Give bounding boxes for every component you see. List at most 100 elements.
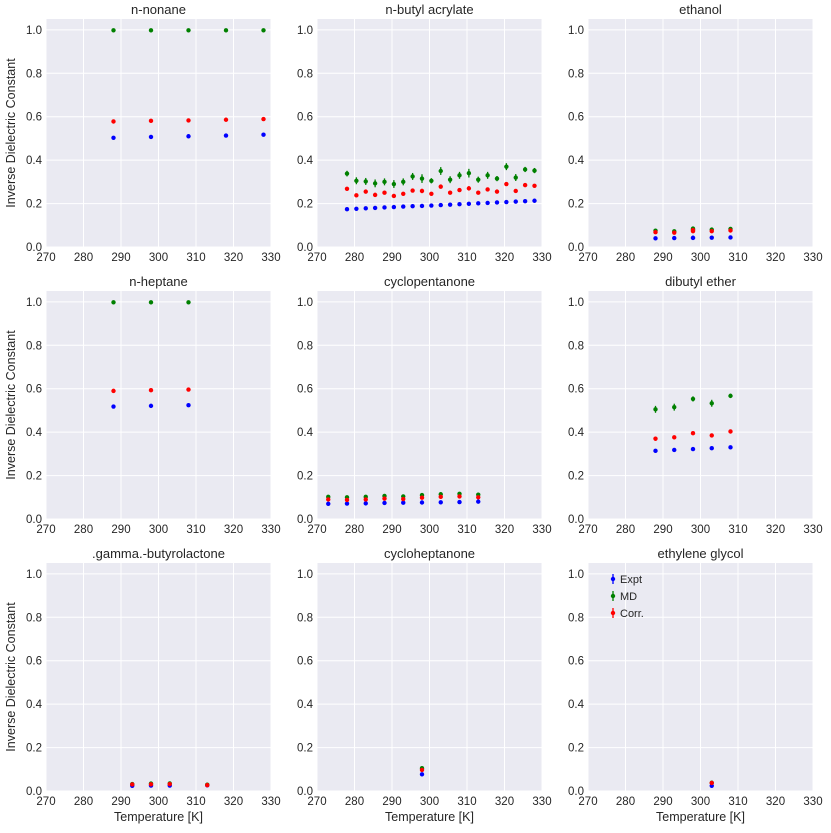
data-point [504, 199, 509, 205]
data-point [466, 170, 472, 176]
data-point [522, 167, 528, 172]
data-point [709, 401, 714, 406]
y-tick-label: 0.4 [568, 155, 585, 167]
subplot-title: n-heptane [129, 274, 188, 289]
data-point [372, 181, 378, 186]
data-point [429, 191, 434, 196]
series-corr [111, 116, 266, 124]
x-tick-label: 270 [307, 524, 326, 536]
x-tick-label: 300 [420, 524, 439, 536]
series-md [111, 300, 191, 305]
data-point [223, 133, 229, 138]
y-tick-label: 0.6 [26, 656, 42, 668]
y-tick-label: 0.8 [26, 68, 42, 80]
x-tick-label: 310 [186, 252, 205, 264]
y-tick-label: 0.4 [26, 699, 43, 711]
data-point [261, 28, 266, 33]
y-axis-label: Inverse Dielectric Constant [4, 602, 18, 752]
x-tick-label: 320 [766, 252, 785, 264]
data-point [494, 200, 500, 205]
data-point [382, 500, 387, 506]
data-point [709, 228, 714, 234]
data-point [513, 188, 518, 194]
data-point [494, 176, 500, 181]
data-point [391, 181, 397, 187]
subplot-cycloheptanone: cycloheptanone 270 280 290 300 310 320 330 0.0 0.… [297, 546, 552, 824]
x-tick-label: 280 [345, 524, 364, 536]
data-point [382, 179, 387, 185]
y-tick-label: 0.8 [297, 612, 313, 624]
y-tick-label: 1.0 [297, 25, 313, 37]
x-tick-label: 280 [616, 796, 635, 808]
data-point [728, 445, 733, 450]
y-tick-label: 1.0 [568, 25, 584, 37]
y-tick-label: 1.0 [26, 569, 42, 581]
series-expt [344, 198, 537, 212]
data-point [522, 198, 528, 204]
x-tick-label: 280 [74, 796, 93, 808]
data-point [111, 388, 116, 394]
data-point [485, 187, 490, 192]
subplot-title: .gamma.-butyrolactone [92, 546, 225, 561]
data-point [476, 190, 481, 195]
data-point [438, 202, 443, 208]
x-tick-label: 330 [261, 252, 280, 264]
data-point [326, 501, 331, 506]
data-point [476, 495, 481, 500]
data-point [653, 236, 658, 241]
y-tick-label: 0.8 [568, 612, 584, 624]
data-point [419, 188, 425, 194]
data-point [410, 203, 415, 209]
x-tick-label: 280 [345, 252, 364, 264]
x-tick-label: 280 [74, 252, 93, 264]
x-tick-label: 300 [149, 524, 168, 536]
data-point [728, 429, 733, 434]
data-point [457, 494, 462, 499]
y-tick-label: 0.0 [26, 242, 42, 254]
y-tick-label: 1.0 [297, 297, 313, 309]
subplot-title: n-nonane [131, 2, 186, 17]
data-point [728, 235, 733, 240]
data-point [401, 191, 406, 196]
data-point [653, 448, 658, 454]
y-tick-label: 0.0 [568, 786, 584, 798]
subplot-title: cyclopentanone [384, 274, 475, 289]
data-point [401, 179, 406, 185]
y-tick-label: 0.6 [26, 384, 42, 396]
data-point [672, 235, 677, 241]
data-point [167, 781, 172, 787]
y-tick-label: 0.0 [568, 242, 584, 254]
x-tick-label: 290 [382, 252, 401, 264]
x-tick-label: 320 [495, 524, 514, 536]
series-corr [709, 780, 714, 786]
y-tick-label: 0.8 [297, 340, 313, 352]
data-point [419, 176, 425, 181]
data-point [401, 496, 406, 502]
data-point [672, 435, 677, 440]
y-tick-label: 0.0 [26, 514, 42, 526]
subplot-title: ethanol [679, 2, 722, 17]
data-point [382, 205, 387, 210]
x-tick-label: 320 [495, 252, 514, 264]
data-point [466, 186, 472, 191]
data-point [363, 501, 368, 506]
y-axis-label: Inverse Dielectric Constant [4, 58, 18, 208]
y-tick-label: 0.6 [297, 656, 313, 668]
series-expt [653, 445, 733, 454]
data-point [653, 407, 658, 412]
data-point [186, 387, 191, 392]
series-corr [130, 781, 210, 788]
x-tick-label: 320 [766, 524, 785, 536]
x-tick-label: 330 [261, 796, 280, 808]
x-tick-label: 310 [728, 252, 747, 264]
series-corr [111, 387, 191, 394]
data-point [391, 193, 397, 199]
y-tick-label: 1.0 [568, 569, 584, 581]
series-expt [326, 499, 481, 506]
data-point [363, 179, 368, 184]
data-point [485, 200, 490, 206]
data-point [513, 175, 518, 180]
data-point [148, 134, 154, 140]
x-tick-label: 290 [653, 524, 672, 536]
x-tick-label: 300 [691, 524, 710, 536]
